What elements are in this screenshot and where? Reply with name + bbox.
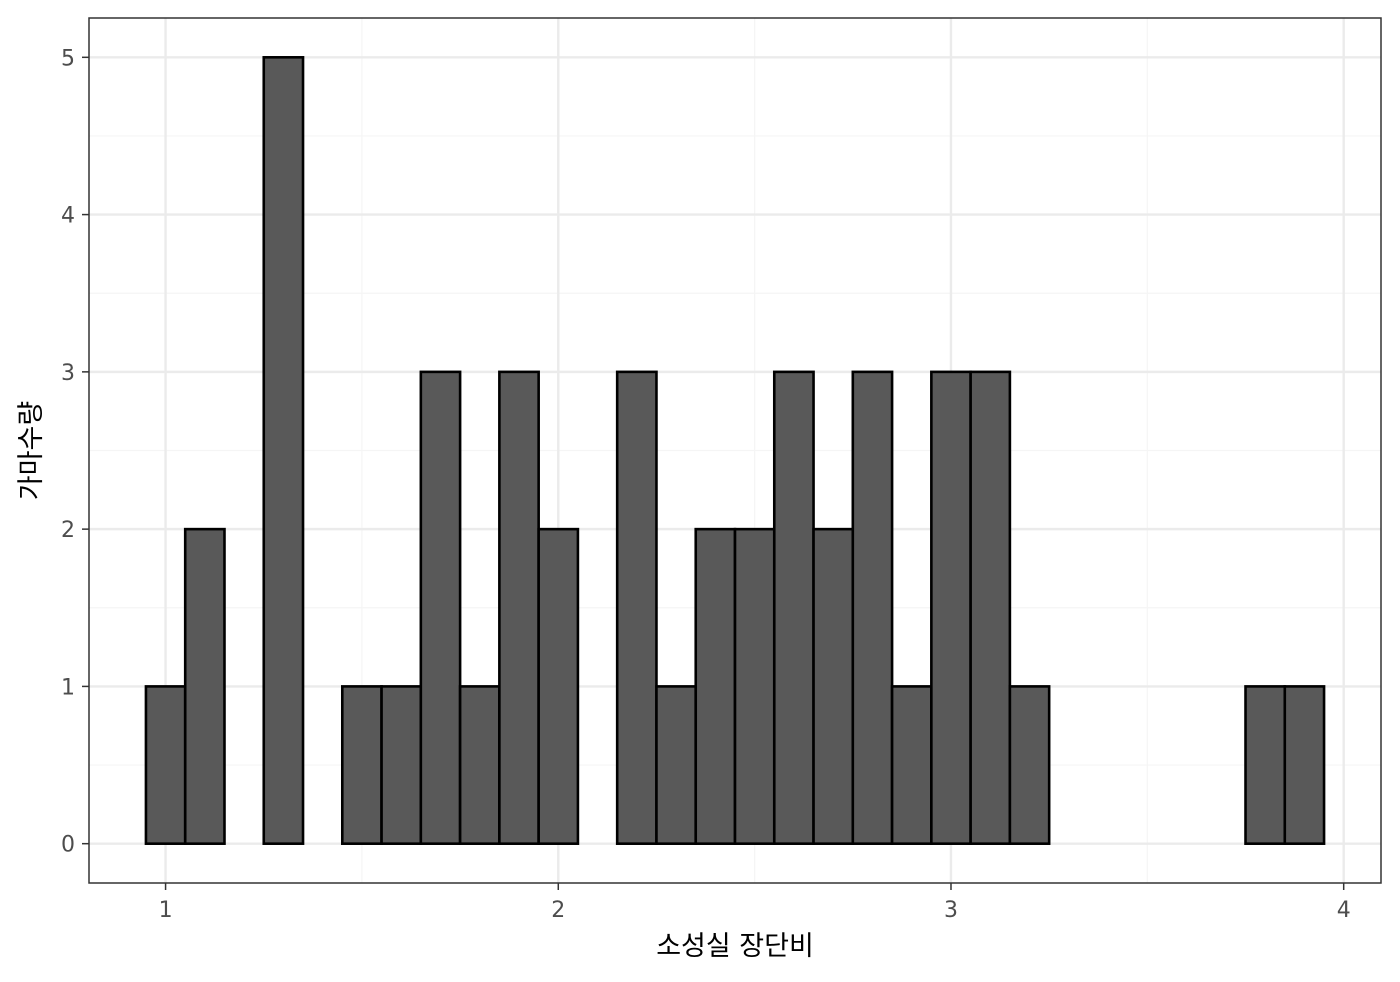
histogram-bar — [655, 685, 698, 845]
ticks-layer: 1 2 3 4 0 1 2 3 4 5 — [61, 46, 1351, 923]
histogram-bar — [458, 685, 501, 845]
x-tick-label: 3 — [944, 898, 958, 923]
histogram-bar — [537, 527, 580, 845]
y-tick-label: 0 — [61, 833, 75, 858]
histogram-bar — [930, 370, 972, 845]
histogram-bar — [183, 527, 226, 845]
x-tick-label: 4 — [1337, 898, 1351, 923]
y-tick-label: 1 — [61, 675, 75, 700]
x-tick-label: 2 — [551, 898, 565, 923]
histogram-bar — [1283, 685, 1326, 845]
histogram-bar — [615, 370, 658, 845]
histogram-bar — [969, 370, 1012, 845]
x-tick-label: 1 — [159, 898, 173, 923]
bars-layer — [144, 56, 1326, 845]
histogram-bar — [419, 370, 462, 845]
panel-border — [88, 17, 1382, 884]
x-axis-title: 소성실 장단비 — [656, 931, 814, 962]
histogram-bar — [340, 685, 383, 845]
histogram-bar — [733, 527, 776, 845]
y-tick-label: 4 — [61, 204, 75, 229]
histogram-bar — [1244, 685, 1287, 845]
histogram-bar — [851, 370, 894, 845]
histogram-bar — [380, 685, 423, 845]
histogram-bar — [890, 685, 933, 845]
y-tick-label: 3 — [61, 361, 75, 386]
y-axis-title: 가마수량 — [16, 401, 47, 500]
histogram-bar — [498, 370, 540, 845]
histogram-bar — [772, 370, 815, 845]
histogram-bar — [694, 527, 737, 845]
histogram-bar — [144, 685, 187, 845]
y-tick-label: 5 — [61, 46, 75, 71]
histogram-bar — [262, 56, 305, 845]
histogram-bar — [812, 527, 855, 845]
y-tick-label: 2 — [61, 518, 75, 543]
histogram-bar — [1008, 685, 1051, 845]
